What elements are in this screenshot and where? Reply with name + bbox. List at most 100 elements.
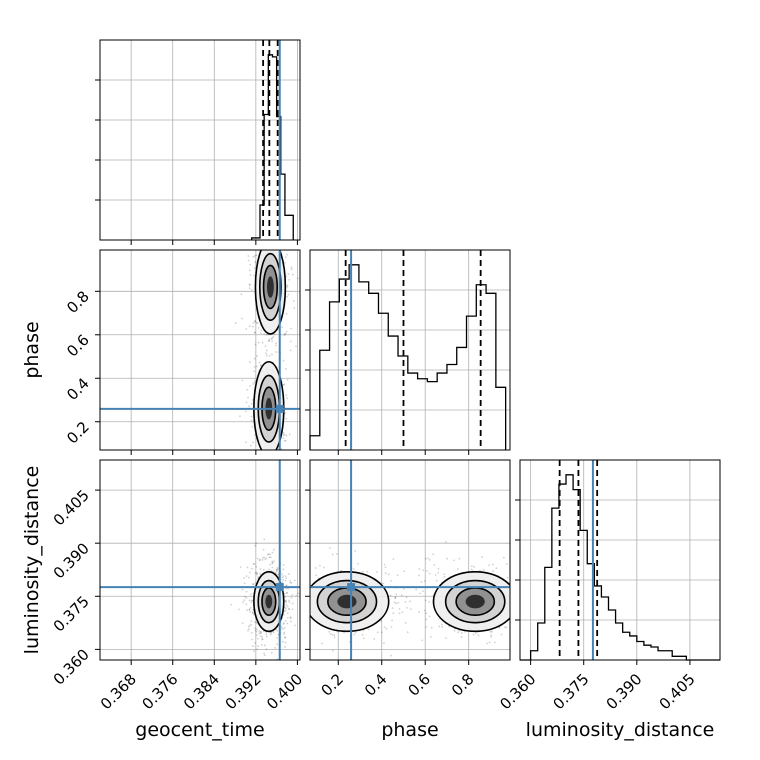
contour-1: [258, 252, 282, 322]
sample-point: [276, 643, 279, 645]
sample-point: [315, 574, 317, 577]
sample-point: [284, 636, 287, 639]
sample-point: [433, 563, 436, 566]
sample-point: [255, 254, 258, 257]
sample-point: [331, 553, 334, 556]
density-panel-geocent_time-phase: [95, 250, 300, 455]
sample-point: [253, 366, 256, 368]
sample-point: [383, 563, 386, 566]
sample-point: [284, 332, 286, 335]
sample-point: [246, 609, 249, 611]
sample-point: [333, 634, 336, 637]
sample-point: [255, 630, 258, 633]
sample-point: [290, 596, 293, 599]
sample-point: [275, 351, 277, 353]
sample-point: [253, 370, 256, 373]
sample-point: [261, 638, 264, 641]
sample-point: [441, 623, 443, 626]
sample-point: [331, 649, 334, 652]
sample-point: [246, 566, 249, 569]
sample-point: [333, 636, 336, 639]
sample-point: [282, 437, 285, 440]
sample-point: [254, 571, 257, 574]
sample-point: [252, 583, 254, 585]
sample-point: [504, 626, 506, 629]
sample-point: [257, 341, 260, 344]
sample-point: [275, 344, 277, 347]
sample-point: [245, 328, 248, 331]
sample-point: [247, 396, 249, 399]
sample-point: [251, 611, 254, 614]
sample-point: [428, 558, 431, 561]
sample-point: [340, 569, 343, 572]
sample-point: [254, 320, 256, 322]
sample-point: [253, 563, 256, 565]
sample-point: [276, 636, 279, 639]
sample-point: [271, 551, 274, 554]
sample-point: [287, 293, 290, 296]
sample-point: [249, 284, 251, 286]
sample-point: [265, 635, 268, 638]
sample-point: [272, 335, 275, 338]
sample-point: [252, 562, 255, 565]
sample-point: [272, 570, 275, 573]
sample-point: [458, 629, 460, 632]
sample-point: [260, 644, 263, 646]
sample-point: [290, 268, 293, 271]
sample-point: [282, 564, 285, 566]
sample-point: [284, 332, 287, 335]
sample-point: [391, 607, 394, 610]
sample-point: [268, 338, 271, 341]
sample-point: [261, 341, 264, 344]
sample-point: [270, 338, 273, 340]
sample-point: [256, 573, 259, 576]
sample-point: [291, 608, 294, 611]
sample-point: [470, 568, 473, 571]
sample-point: [253, 267, 256, 269]
sample-point: [443, 576, 446, 578]
sample-point: [250, 599, 253, 602]
sample-point: [282, 432, 285, 434]
sample-point: [490, 634, 493, 637]
sample-point: [247, 625, 250, 628]
sample-point: [288, 278, 291, 281]
sample-point: [271, 566, 274, 569]
sample-point: [420, 581, 423, 583]
sample-point: [273, 333, 276, 336]
sample-point: [271, 340, 274, 343]
sample-point: [263, 333, 266, 336]
sample-point: [284, 619, 287, 622]
sample-point: [256, 628, 258, 630]
sample-point: [295, 345, 297, 348]
sample-point: [287, 599, 290, 602]
sample-point: [425, 618, 428, 621]
sample-point: [260, 630, 262, 633]
density-level-3: [337, 594, 357, 609]
sample-point: [297, 277, 299, 280]
sample-point: [276, 569, 278, 571]
sample-point: [284, 256, 287, 258]
sample-point: [426, 570, 428, 572]
sample-point: [458, 557, 461, 560]
sample-point: [265, 349, 268, 352]
density-content: [310, 460, 510, 660]
sample-point: [441, 625, 444, 628]
sample-point: [246, 388, 249, 391]
sample-point: [428, 615, 431, 618]
sample-point: [259, 572, 261, 575]
sample-point: [282, 434, 285, 437]
sample-point: [291, 602, 294, 605]
sample-point: [385, 627, 388, 630]
sample-point: [254, 627, 256, 630]
sample-point: [269, 556, 272, 559]
sample-point: [270, 632, 273, 635]
sample-point: [245, 441, 247, 444]
sample-point: [317, 577, 320, 579]
sample-point: [249, 610, 251, 613]
sample-point: [245, 596, 248, 599]
sample-point: [285, 584, 288, 587]
sample-point: [289, 349, 292, 352]
sample-point: [285, 312, 288, 315]
sample-point: [254, 343, 257, 346]
sample-point: [284, 575, 287, 578]
